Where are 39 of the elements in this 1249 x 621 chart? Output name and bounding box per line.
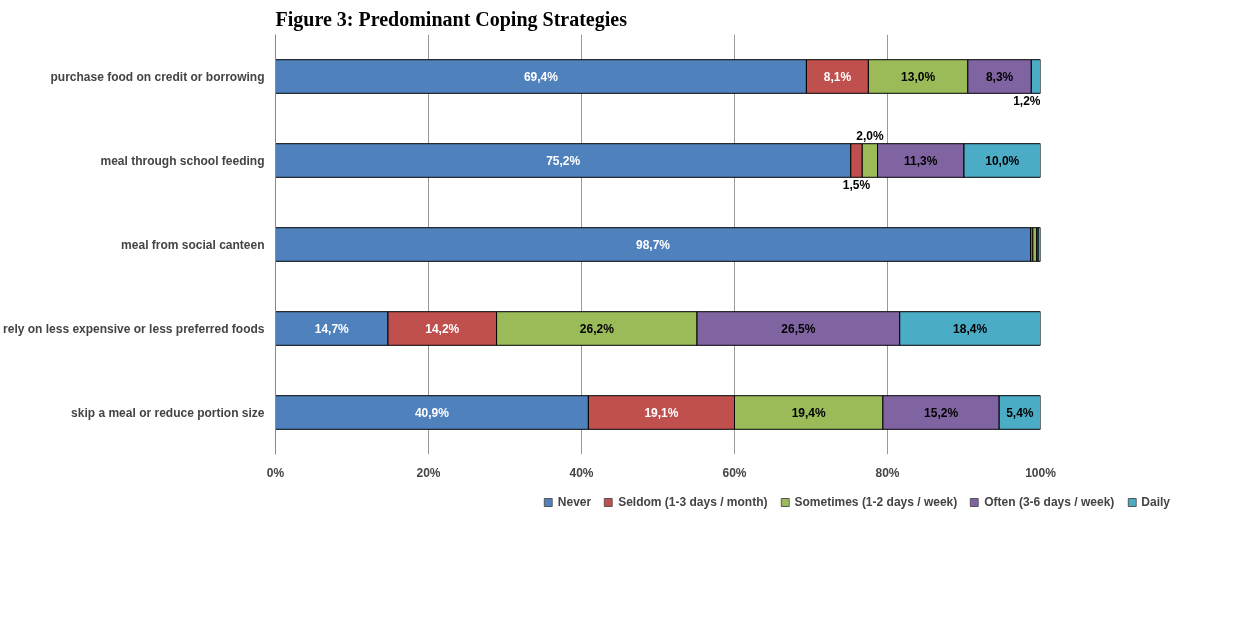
data-label: 14,2% xyxy=(425,321,460,336)
legend-label: Never xyxy=(557,495,592,509)
data-label: 26,2% xyxy=(579,321,615,336)
data-label: 18,4% xyxy=(953,321,988,336)
data-label: 11,3% xyxy=(904,153,938,168)
data-label: 14,7% xyxy=(314,321,350,336)
x-tick-label: 60% xyxy=(722,465,747,480)
data-label: 2,0% xyxy=(856,128,884,143)
legend-label: Often (3-6 days / week) xyxy=(984,495,1115,509)
x-tick-label: 100% xyxy=(1025,465,1057,480)
y-tick-label: meal from social canteen xyxy=(121,237,265,252)
bar xyxy=(275,227,1032,262)
data-label: 8,3% xyxy=(985,69,1014,84)
legend-label: Daily xyxy=(1141,495,1170,509)
y-tick-label: skip a meal or reduce portion size xyxy=(71,405,265,420)
legend-label: Sometimes (1-2 days / week) xyxy=(794,495,958,509)
x-tick-label: 20% xyxy=(416,465,441,480)
data-label: 10,0% xyxy=(985,153,1020,168)
data-label: 40,9% xyxy=(414,405,450,420)
y-tick-label: meal through school feeding xyxy=(100,153,265,168)
data-label: 5,4% xyxy=(1006,405,1034,420)
data-label: 1,2% xyxy=(1013,94,1041,109)
data-label: 69,4% xyxy=(523,69,559,84)
data-label: 26,5% xyxy=(781,321,816,336)
x-tick-label: 0% xyxy=(266,465,285,480)
data-label: 15,2% xyxy=(924,405,959,420)
data-label: 1,5% xyxy=(842,178,871,193)
data-label: 8,1% xyxy=(823,69,852,84)
data-label: 13,0% xyxy=(901,69,936,84)
y-tick-label: purchase food on credit or borrowing xyxy=(50,69,265,84)
chart-title: Figure 3: Predominant Coping Strategies xyxy=(275,7,628,31)
x-tick-label: 80% xyxy=(875,465,900,480)
legend-label: Seldom (1-3 days / month) xyxy=(618,495,768,509)
x-tick-label: 40% xyxy=(569,465,594,480)
data-label: 19,1% xyxy=(644,405,679,420)
y-tick-label: rely on less expensive or less preferred foods xyxy=(3,321,265,336)
data-label: 98,7% xyxy=(636,237,671,252)
data-label: 19,4% xyxy=(791,405,827,420)
data-label: 75,2% xyxy=(546,153,581,168)
